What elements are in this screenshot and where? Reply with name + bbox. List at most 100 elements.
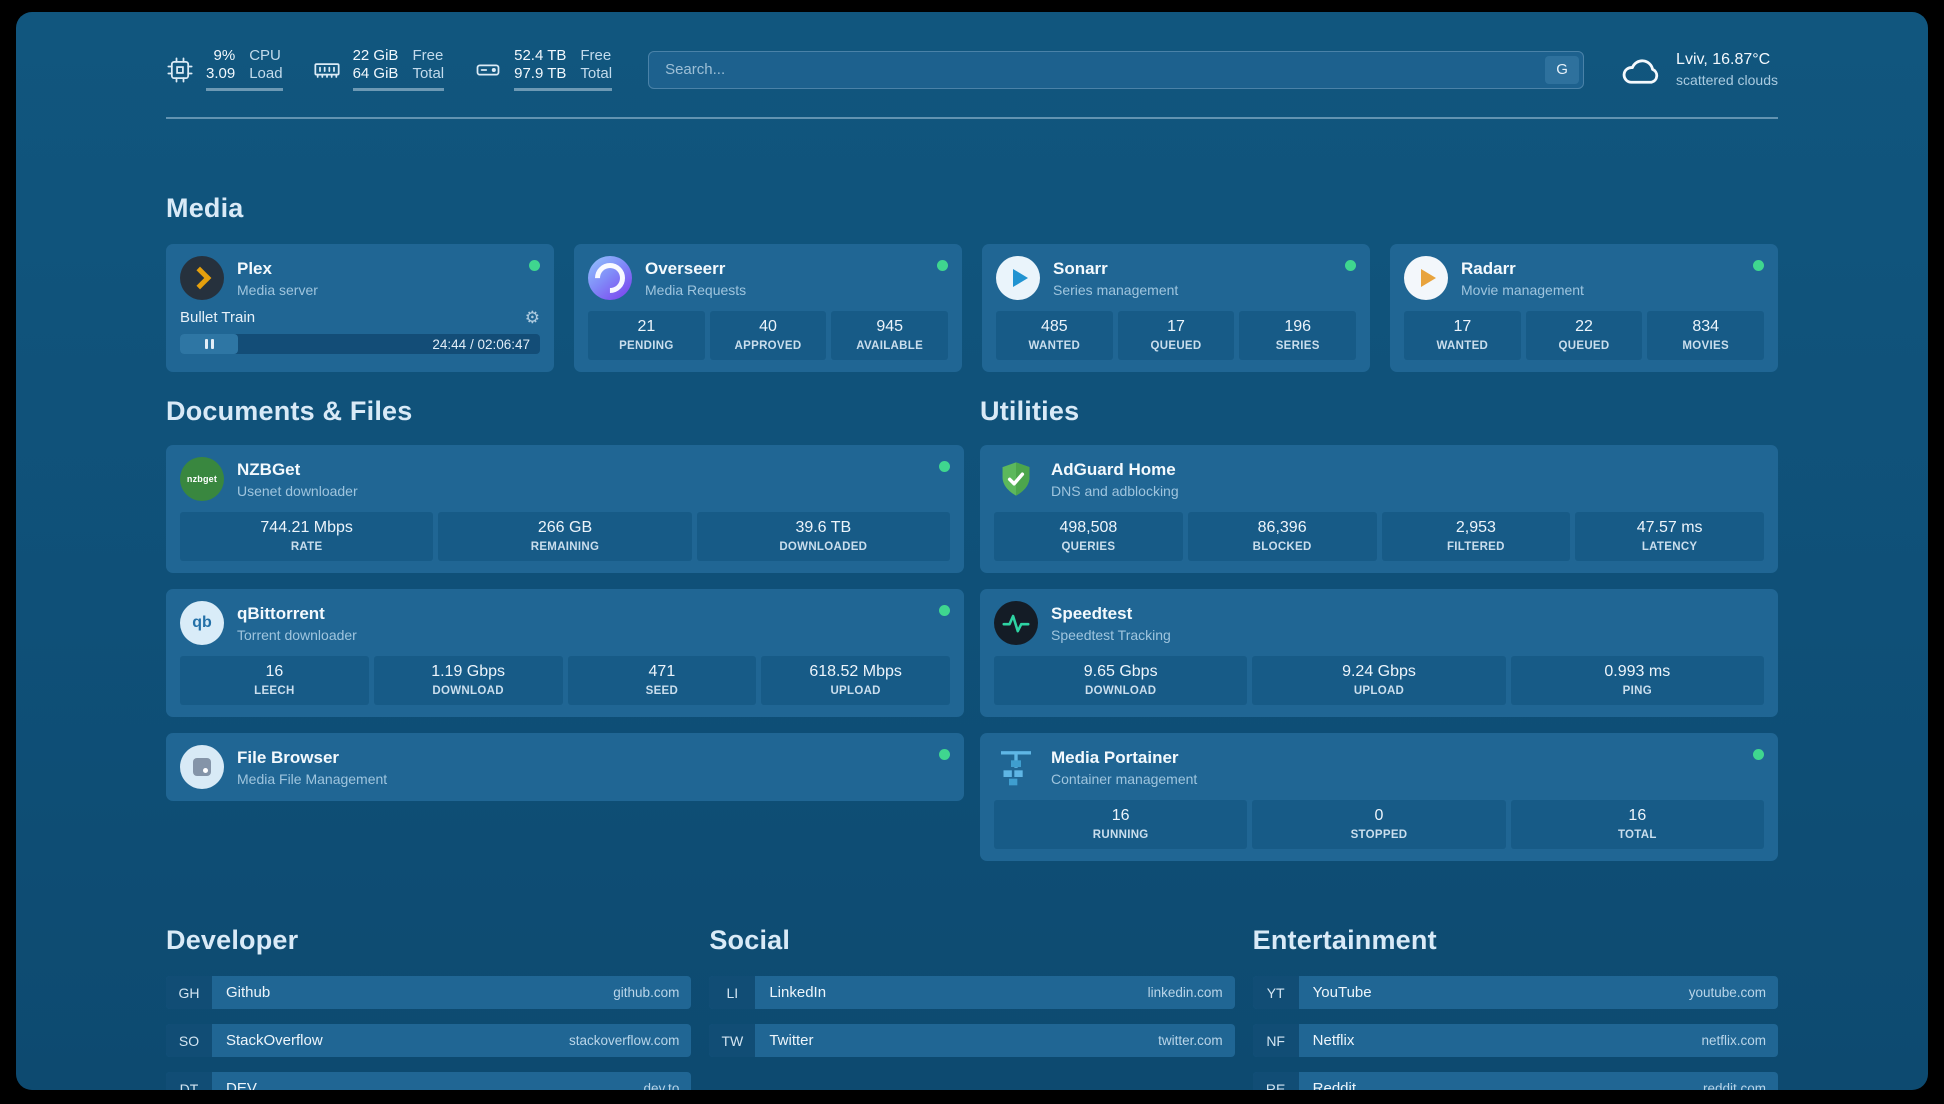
cloud-icon [1620,54,1662,86]
stat-filtered: 2,953 FILTERED [1381,512,1571,561]
stat-series: 196 SERIES [1239,311,1357,360]
stat-downloaded: 39.6 TB DOWNLOADED [696,512,950,561]
memory-free-label: Free [412,47,444,64]
bookmark-stackoverflow[interactable]: SO StackOverflow stackoverflow.com [166,1024,692,1057]
cpu-widget: 9% 3.09 CPU Load [166,48,283,91]
service-card-portainer[interactable]: Media Portainer Container management 16 … [980,733,1778,861]
bookmark-name: Twitter [769,1032,814,1049]
stat-approved: 40 APPROVED [709,311,827,360]
search-provider-button[interactable]: G [1545,55,1580,84]
service-card-overseerr[interactable]: Overseerr Media Requests 21 PENDING 40 A… [574,244,962,372]
search-input[interactable] [648,50,1585,89]
bookmark-linkedin[interactable]: LI LinkedIn linkedin.com [709,976,1235,1009]
service-subtitle: Media Requests [645,281,747,298]
header-divider [166,117,1778,119]
memory-total-value: 64 GiB [352,65,399,82]
service-card-qbittorrent[interactable]: qb qBittorrent Torrent downloader 16 LEE… [166,589,964,717]
disk-icon [474,56,502,84]
service-card-nzbget[interactable]: nzbget NZBGet Usenet downloader 744.21 M… [166,445,964,573]
playback-progress-bar: 24:44 / 02:06:47 [180,334,540,354]
qbittorrent-icon: qb [180,601,224,645]
section-title-social: Social [709,925,791,955]
bookmark-url: github.com [613,985,680,1000]
service-card-radarr[interactable]: Radarr Movie management 17 WANTED 22 QUE… [1390,244,1778,372]
bookmark-twitter[interactable]: TW Twitter twitter.com [709,1024,1235,1057]
cpu-load-label: Load [249,65,283,82]
status-dot [1753,260,1764,271]
service-name: Speedtest [1051,603,1133,623]
bookmark-name: DEV [226,1080,257,1090]
bookmark-youtube[interactable]: YT YouTube youtube.com [1252,976,1778,1009]
memory-widget: 22 GiB 64 GiB Free Total [313,48,445,91]
bookmark-name: Netflix [1312,1032,1355,1049]
service-subtitle: DNS and adblocking [1051,482,1179,499]
service-card-plex[interactable]: Plex Media server Bullet Train ⚙ 24:44 [166,244,554,372]
stat-download: 1.19 Gbps DOWNLOAD [373,656,563,705]
bookmark-name: StackOverflow [226,1032,323,1049]
bookmark-netflix[interactable]: NF Netflix netflix.com [1252,1024,1778,1057]
plex-icon [180,256,224,300]
status-dot [1753,749,1764,760]
weather-widget: Lviv, 16.87°C scattered clouds [1620,51,1778,88]
service-subtitle: Torrent downloader [237,626,357,643]
weather-location: Lviv, 16.87°C [1676,51,1771,68]
bookmark-abbr: DT [166,1072,212,1090]
section-title-media: Media [166,193,244,223]
bookmarks-social: Social LI LinkedIn linkedin.com TW Twitt… [709,877,1235,1072]
bookmarks-developer: Developer GH Github github.com SO StackO… [166,877,692,1090]
stat-running: 16 RUNNING [994,800,1248,849]
service-name: AdGuard Home [1051,459,1176,479]
portainer-icon [994,745,1038,789]
bookmark-github[interactable]: GH Github github.com [166,976,692,1009]
bookmark-url: twitter.com [1158,1033,1223,1048]
bookmark-name: Github [226,984,271,1001]
service-subtitle: Media File Management [237,770,388,787]
service-name: Overseerr [645,258,726,278]
weather-condition: scattered clouds [1676,72,1778,88]
now-playing-title: Bullet Train [180,309,256,326]
overseerr-icon [588,256,632,300]
stat-upload: 618.52 Mbps UPLOAD [761,656,950,705]
playback-time: 24:44 / 02:06:47 [432,336,530,352]
section-title-documents: Documents & Files [166,396,413,426]
bookmark-reddit[interactable]: RE Reddit reddit.com [1252,1072,1778,1090]
service-card-speedtest[interactable]: Speedtest Speedtest Tracking 9.65 Gbps D… [980,589,1778,717]
disk-total-label: Total [580,65,613,82]
status-dot [937,260,948,271]
pause-button[interactable] [180,334,238,354]
resource-widgets: 9% 3.09 CPU Load [166,47,613,91]
service-subtitle: Media server [237,281,318,298]
service-subtitle: Speedtest Tracking [1051,626,1171,643]
service-name: File Browser [237,747,340,767]
speedtest-icon [994,601,1038,645]
status-dot [1345,260,1356,271]
plex-now-playing: Bullet Train ⚙ 24:44 / 02:06:47 [180,309,540,354]
search-bar: G [648,50,1585,89]
service-card-sonarr[interactable]: Sonarr Series management 485 WANTED 17 Q… [982,244,1370,372]
service-card-adguard[interactable]: AdGuard Home DNS and adblocking 498,508 … [980,445,1778,573]
service-subtitle: Usenet downloader [237,482,358,499]
service-name: Radarr [1461,258,1516,278]
sonarr-icon [996,256,1040,300]
bookmark-dev[interactable]: DT DEV dev.to [166,1072,692,1090]
disk-free-label: Free [580,47,612,64]
cpu-usage-value: 9% [213,47,236,64]
service-subtitle: Movie management [1461,281,1584,298]
bookmarks-entertainment: Entertainment YT YouTube youtube.com NF … [1252,877,1778,1090]
media-grid: Plex Media server Bullet Train ⚙ 24:44 [166,244,1778,372]
stat-stopped: 0 STOPPED [1252,800,1506,849]
nzbget-icon: nzbget [180,457,224,501]
bookmark-name: YouTube [1312,984,1372,1001]
bookmark-url: reddit.com [1702,1081,1766,1090]
service-card-filebrowser[interactable]: File Browser Media File Management [166,733,964,801]
bookmark-abbr: GH [166,976,212,1009]
stat-seed: 471 SEED [567,656,757,705]
service-name: Sonarr [1053,258,1108,278]
gear-icon[interactable]: ⚙ [524,308,540,327]
service-subtitle: Series management [1053,281,1179,298]
memory-total-label: Total [412,65,445,82]
status-dot [529,260,540,271]
section-title-entertainment: Entertainment [1252,925,1437,955]
bookmark-abbr: TW [709,1024,756,1057]
section-title-utilities: Utilities [980,396,1080,426]
